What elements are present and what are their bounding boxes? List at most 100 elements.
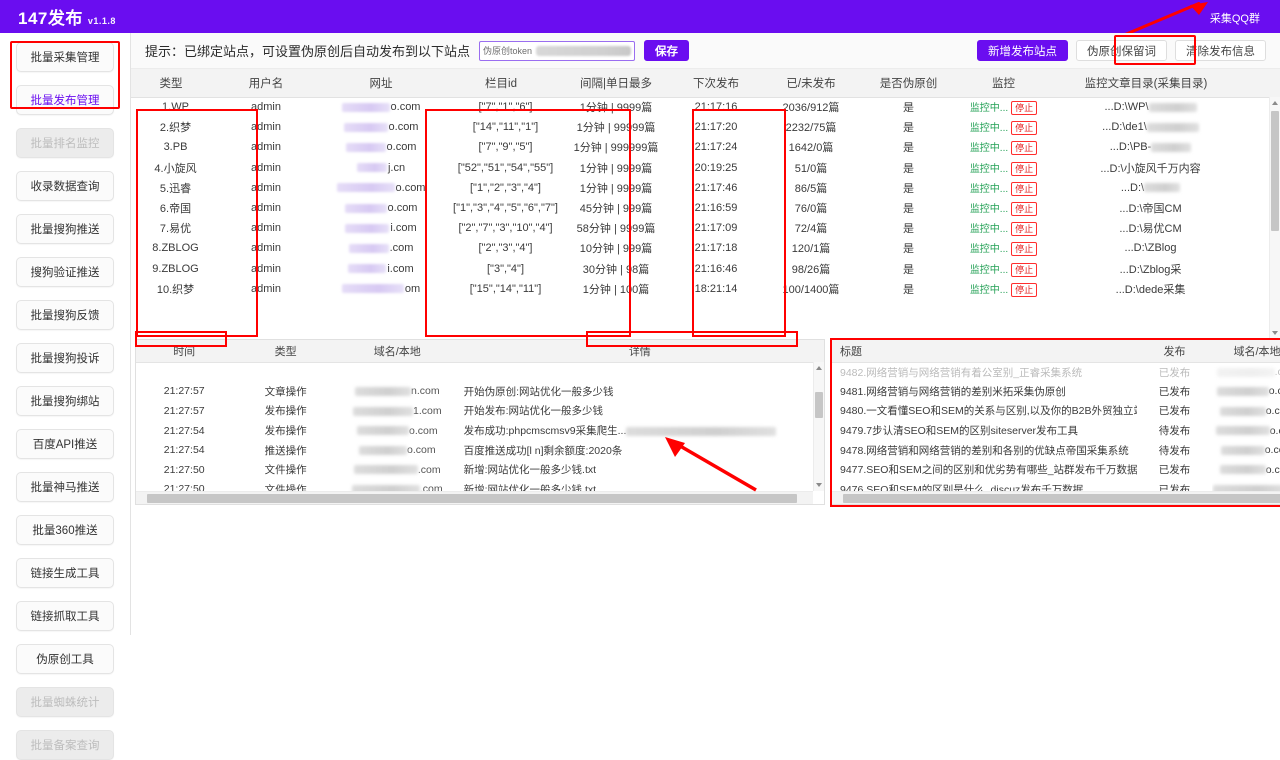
- table-row[interactable]: 10.织梦 admin om ["15","14","11"] 1分钟 | 100篇 18…: [131, 279, 1280, 299]
- sidebar-item-link-grabber[interactable]: 链接抓取工具: [16, 601, 114, 631]
- cell-published: 76/0篇: [794, 203, 828, 216]
- sidebar-item-publish-manage[interactable]: 批量发布管理: [16, 85, 114, 115]
- stop-button[interactable]: 停止: [1011, 242, 1038, 257]
- cell-monitor-dir: ...D:\: [1051, 178, 1241, 198]
- pseudo-original-keep-words-button[interactable]: 伪原创保留词: [1076, 40, 1167, 61]
- cell-next-publish: 21:16:46: [694, 262, 738, 275]
- pseudo-original-token-input[interactable]: 伪原创token: [479, 40, 636, 61]
- table-row[interactable]: 9.ZBLOG admin i.com ["3","4"] 30分钟 | 98篇 21:1…: [131, 259, 1280, 279]
- logs-vertical-scrollbar[interactable]: [813, 362, 824, 491]
- cell-column-id: ["2","3","4"]: [478, 242, 533, 255]
- qq-group-button[interactable]: 采集QQ群: [1209, 13, 1260, 25]
- sidebar-item-spider-stats: 批量蜘蛛统计: [16, 687, 114, 717]
- sidebar-item-index-query[interactable]: 收录数据查询: [16, 171, 114, 201]
- logs-scroll-up-icon[interactable]: [816, 366, 822, 370]
- cell-monitor: 监控中... 停止: [956, 117, 1051, 137]
- cell-next-publish: 21:17:16: [694, 101, 738, 114]
- list-item[interactable]: 21:27:50 文件操作 .com 新增:网站优化一般多少钱.txt: [136, 460, 824, 480]
- sidebar-item-shenma-push[interactable]: 批量神马推送: [16, 472, 114, 502]
- cell-column-id: ["14","11","1"]: [472, 121, 539, 134]
- sites-table-header-row: 类型 用户名 网址 栏目id 间隔|单日最多 下次发布 已/未发布 是否伪原创 …: [131, 69, 1280, 98]
- sidebar-item-sogou-verify-push[interactable]: 搜狗验证推送: [16, 257, 114, 287]
- sites-scroll-up-icon[interactable]: [1272, 101, 1278, 105]
- table-row[interactable]: 5.迅睿 admin o.com ["1","2","3","4"] 1分钟 | 999…: [131, 178, 1280, 198]
- sidebar-item-sogou-feedback[interactable]: 批量搜狗反馈: [16, 300, 114, 330]
- cell-type: 7.易优: [159, 223, 192, 236]
- cell-monitor: 监控中... 停止: [956, 259, 1051, 279]
- stop-button[interactable]: 停止: [1011, 222, 1038, 237]
- token-placeholder: 伪原创token: [483, 46, 533, 56]
- save-button[interactable]: 保存: [644, 40, 690, 61]
- sites-scroll-down-icon[interactable]: [1272, 331, 1278, 335]
- sidebar: 批量采集管理 批量发布管理 批量排名监控 收录数据查询 批量搜狗推送 搜狗验证推…: [0, 33, 131, 760]
- cell-pseudo-original: 是: [903, 102, 914, 115]
- stop-button[interactable]: 停止: [1011, 161, 1038, 176]
- logs-scroll-down-icon[interactable]: [816, 483, 822, 487]
- cell-username: admin: [251, 181, 281, 194]
- logs-scroll-thumb[interactable]: [815, 392, 823, 418]
- table-row[interactable]: 2.织梦 admin o.com ["14","11","1"] 1分钟 | 99999…: [131, 117, 1280, 137]
- cell-interval: 1分钟 | 9999篇: [579, 102, 653, 115]
- sidebar-item-pseudo-original-tool[interactable]: 伪原创工具: [16, 644, 114, 674]
- published-horizontal-scrollbar[interactable]: [832, 491, 1280, 504]
- pub-title: 9482.网络营销与网络营销有着公室别_正睿采集系统: [840, 366, 1083, 379]
- sites-scroll-thumb[interactable]: [1271, 111, 1279, 231]
- sidebar-item-collect-manage[interactable]: 批量采集管理: [16, 42, 114, 72]
- stop-button[interactable]: 停止: [1011, 202, 1038, 217]
- col-url: 网址: [321, 69, 441, 98]
- cell-monitor-dir: ...D:\de1\: [1051, 117, 1241, 137]
- sidebar-item-link-generator[interactable]: 链接生成工具: [16, 558, 114, 588]
- list-item[interactable]: 9479.7步认清SEO和SEM的区别siteserver发布工具 待发布 o.co…: [832, 421, 1280, 441]
- list-item[interactable]: 21:27:57 发布操作 1.com 开始发布:网站优化一般多少钱: [136, 401, 824, 421]
- sidebar-item-baidu-api-push[interactable]: 百度API推送: [16, 429, 114, 459]
- list-item[interactable]: 9480.一文看懂SEO和SEM的关系与区别,以及你的B2B外贸独立站究竟...…: [832, 401, 1280, 421]
- table-row[interactable]: 8.ZBLOG admin .com ["2","3","4"] 10分钟 | 999篇…: [131, 238, 1280, 258]
- sites-vertical-scrollbar[interactable]: [1269, 97, 1280, 339]
- cell-pseudo-original: 是: [903, 263, 914, 276]
- log-time: 21:27:54: [163, 444, 205, 457]
- pub-domain: .com: [1212, 480, 1280, 500]
- table-row[interactable]: 4.小旋风 admin j.cn ["52","51","54","55"] 1分钟 |…: [131, 158, 1280, 178]
- list-item[interactable]: 21:27:57 文章操作 n.com 开始伪原创:网站优化一般多少钱: [136, 382, 824, 402]
- list-item[interactable]: 21:27:54 推送操作 o.com 百度推送成功[l n]剩余额度:2020条: [136, 440, 824, 460]
- stop-button[interactable]: 停止: [1011, 121, 1038, 136]
- stop-button[interactable]: 停止: [1011, 262, 1038, 277]
- pub-hscroll-thumb[interactable]: [843, 494, 1280, 503]
- clear-publish-info-button[interactable]: 清除发布信息: [1175, 40, 1266, 61]
- cell-next-publish: 18:21:14: [694, 282, 738, 295]
- sidebar-item-360-push[interactable]: 批量360推送: [16, 515, 114, 545]
- cell-username: admin: [251, 101, 281, 114]
- table-row[interactable]: 1.WP admin o.com ["7","1","6"] 1分钟 | 9999篇 21…: [131, 97, 1280, 117]
- pub-domain: o.com: [1212, 382, 1280, 402]
- published-header-row: 标题 发布 域名/本地 发布时间: [832, 340, 1280, 363]
- cell-pseudo-original: 是: [903, 162, 914, 175]
- cell-column-id: ["3","4"]: [486, 262, 525, 275]
- table-row[interactable]: 7.易优 admin i.com ["2","7","3","10","4"] 58分钟…: [131, 218, 1280, 238]
- stop-button[interactable]: 停止: [1011, 181, 1038, 196]
- stop-button[interactable]: 停止: [1011, 101, 1038, 116]
- sidebar-item-sogou-complaint[interactable]: 批量搜狗投诉: [16, 343, 114, 373]
- cell-type: 5.迅睿: [159, 182, 192, 195]
- logs-hscroll-thumb[interactable]: [147, 494, 797, 503]
- stop-button[interactable]: 停止: [1011, 282, 1038, 297]
- list-item[interactable]: 9477.SEO和SEM之间的区别和优劣势有哪些_站群发布千万数据 已发布 o.co…: [832, 460, 1280, 480]
- stop-button[interactable]: 停止: [1011, 141, 1038, 156]
- published-table-body: 9482.网络营销与网络营销有着公室别_正睿采集系统已发布.com21:13:1…: [832, 362, 1280, 499]
- col-column-id: 栏目id: [441, 69, 561, 98]
- table-row[interactable]: 6.帝国 admin o.com ["1","3","4","5","6","7"] 4…: [131, 198, 1280, 218]
- col-monitor: 监控: [956, 69, 1051, 98]
- add-publish-site-button[interactable]: 新增发布站点: [977, 40, 1068, 61]
- cell-type: 4.小旋风: [154, 162, 197, 175]
- cell-type: 10.织梦: [156, 283, 195, 296]
- logs-horizontal-scrollbar[interactable]: [136, 491, 813, 504]
- list-item[interactable]: 9482.网络营销与网络营销有着公室别_正睿采集系统已发布.com21:13:1…: [832, 362, 1280, 382]
- sidebar-item-sogou-bind-site[interactable]: 批量搜狗绑站: [16, 386, 114, 416]
- list-item[interactable]: 21:27:54 发布操作 o.com 发布成功:phpcmscmsv9采集爬生...: [136, 421, 824, 441]
- table-row[interactable]: 3.PB admin o.com ["7","9","5"] 1分钟 | 999999篇…: [131, 137, 1280, 157]
- token-value-redacted: [536, 45, 632, 56]
- log-type: 文章操作: [264, 385, 307, 398]
- cell-url: o.com: [321, 117, 441, 137]
- sidebar-item-sogou-push[interactable]: 批量搜狗推送: [16, 214, 114, 244]
